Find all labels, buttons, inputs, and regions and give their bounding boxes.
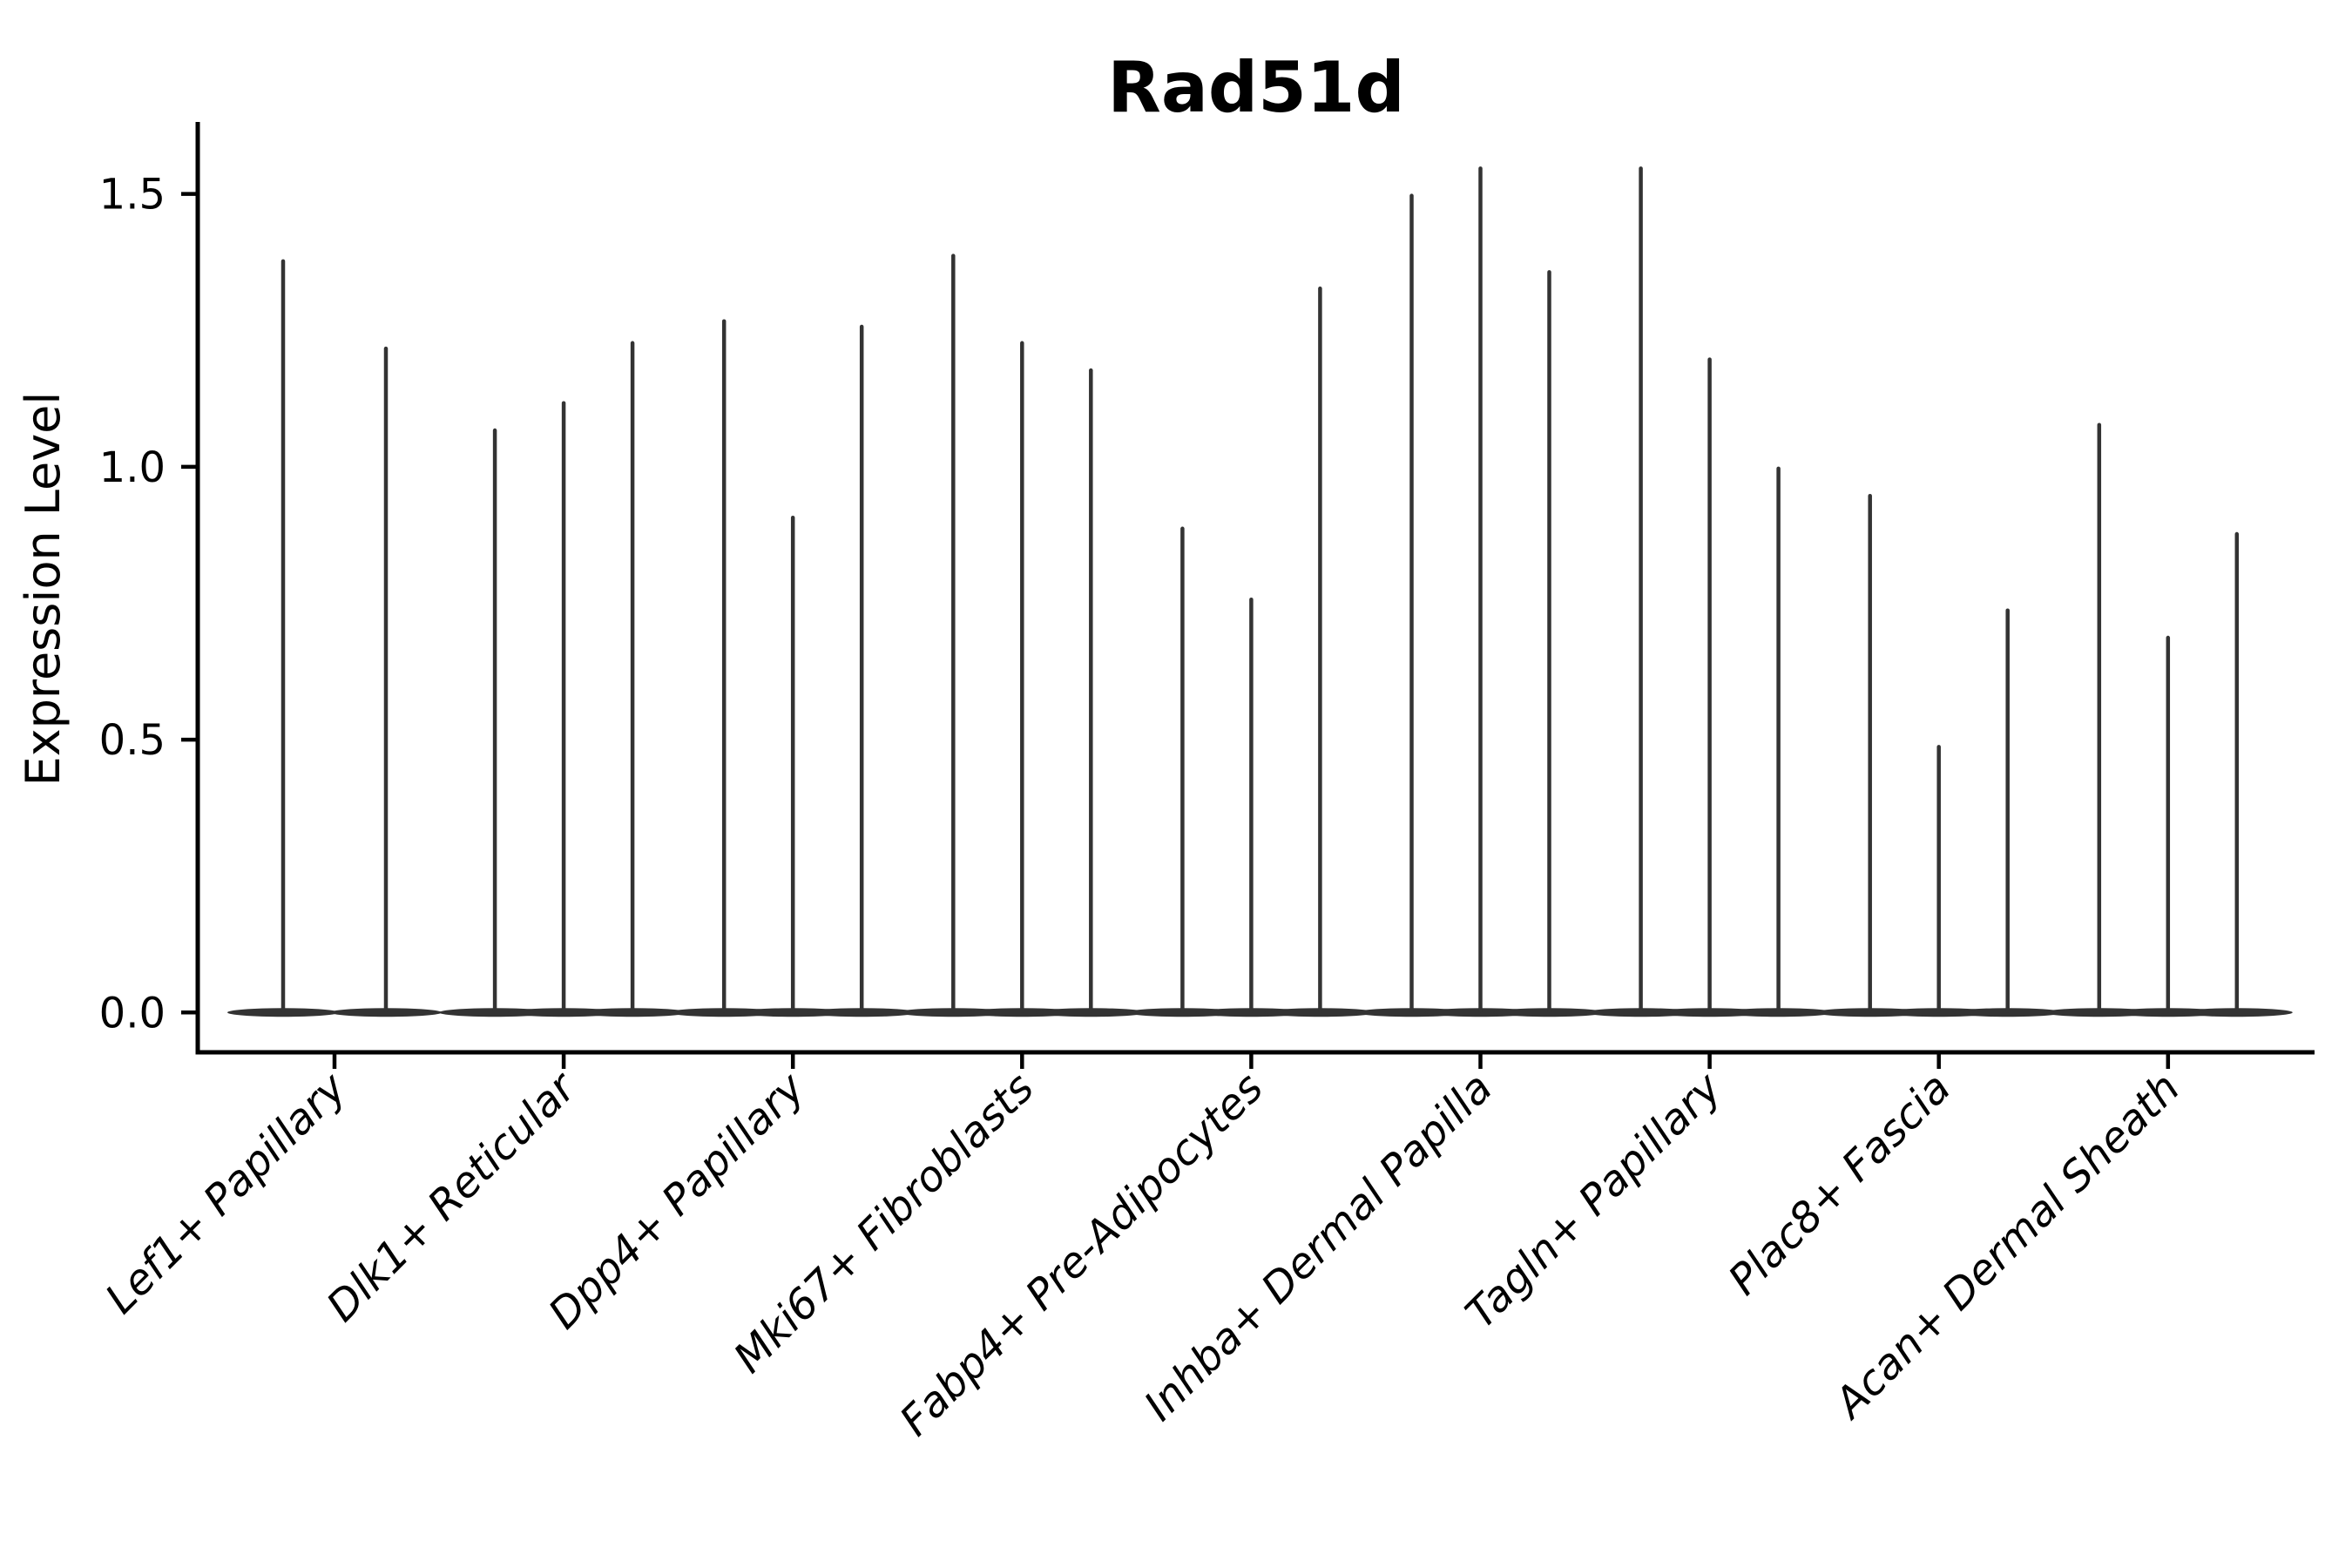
violins-layer xyxy=(227,166,2293,1017)
x-tick-label: Lef1+ Papillary xyxy=(96,1063,356,1323)
chart-title: Rad51d xyxy=(1107,47,1404,128)
x-tick-label: Plac8+ Fascia xyxy=(1720,1064,1961,1305)
x-tick-label: Dpp4+ Papillary xyxy=(539,1063,814,1338)
x-tick-label: Fabp4+ Pre-Adipocytes xyxy=(890,1064,1273,1446)
x-tick-label: Dlk1+ Reticular xyxy=(317,1062,587,1332)
y-tick-label: 0.0 xyxy=(99,989,166,1037)
y-axis-label: Expression Level xyxy=(16,392,71,787)
y-tick-label: 1.5 xyxy=(99,171,166,220)
y-tick-label: 1.0 xyxy=(99,443,166,492)
x-tick-label: Tagln+ Papillary xyxy=(1456,1063,1732,1338)
y-tick-label: 0.5 xyxy=(99,716,166,765)
